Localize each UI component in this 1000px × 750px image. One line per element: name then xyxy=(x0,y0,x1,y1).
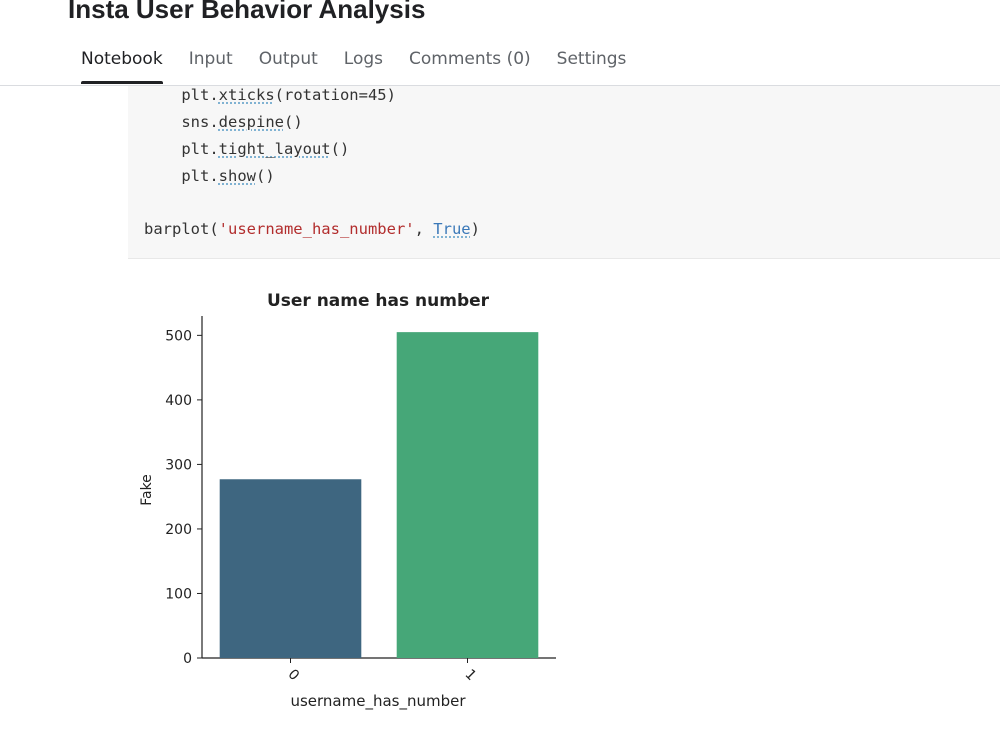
x-tick-label: 0 xyxy=(285,666,303,684)
code-line-despine: sns.despine() xyxy=(181,113,303,131)
notebook-tabs: Notebook Input Output Logs Comments (0) … xyxy=(68,46,639,86)
y-tick-label: 200 xyxy=(165,522,192,538)
y-tick-label: 100 xyxy=(165,586,192,602)
tab-output[interactable]: Output xyxy=(258,49,318,69)
tab-input[interactable]: Input xyxy=(188,49,233,69)
tab-settings[interactable]: Settings xyxy=(556,49,627,69)
code-line-tight-layout: plt.tight_layout() xyxy=(181,140,350,158)
code-line-barplot-call: barplot('username_has_number', True) xyxy=(144,220,480,238)
code-line-show: plt.show() xyxy=(181,167,275,185)
bar-chart: User name has number Fake username_has_n… xyxy=(139,291,556,711)
chart-title: User name has number xyxy=(267,291,490,311)
code-line-xticks: plt.xticks(rotation=45) xyxy=(181,86,396,104)
y-axis-label: Fake xyxy=(139,474,155,506)
bar-1 xyxy=(396,332,539,658)
tab-comments[interactable]: Comments (0) xyxy=(409,49,531,69)
tabs-divider xyxy=(0,85,1000,86)
bar-0 xyxy=(219,479,362,658)
y-tick-label: 0 xyxy=(183,651,192,667)
x-tick-label: 1 xyxy=(462,666,480,684)
tab-logs[interactable]: Logs xyxy=(343,49,384,69)
y-tick-label: 300 xyxy=(165,457,192,473)
tab-notebook[interactable]: Notebook xyxy=(68,46,176,84)
x-axis-label: username_has_number xyxy=(290,692,466,711)
page-title: Insta User Behavior Analysis xyxy=(68,0,426,24)
y-tick-label: 500 xyxy=(165,328,192,344)
code-cell[interactable]: plt.xticks(rotation=45) sns.despine() pl… xyxy=(128,86,1000,259)
y-tick-label: 400 xyxy=(165,393,192,409)
